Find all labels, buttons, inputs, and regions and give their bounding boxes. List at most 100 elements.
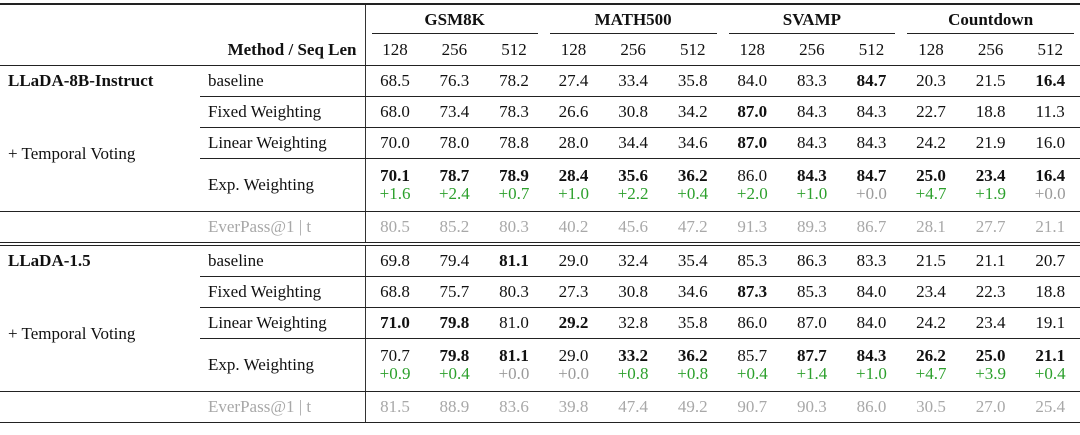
value-cell: 28.0 [543,127,604,159]
value: 80.3 [499,282,529,301]
value-cell: 83.3 [782,65,842,97]
delta: +0.4 [1034,364,1066,383]
value-cell: 29.0 [543,244,604,277]
value-cell: 78.8 [484,127,544,159]
value-cell: 19.1 [1020,307,1080,339]
group-header: GSM8K [364,3,544,35]
value-cell: 70.7 +0.9 [364,338,425,392]
value-cell: 84.3 +1.0 [782,158,842,212]
group-label: + Temporal Voting [0,276,200,392]
empty-cell [200,3,365,35]
value-cell: 22.7 [901,96,961,128]
value: 78.2 [499,71,529,90]
value: 25.0 [916,166,946,185]
method-name: baseline [200,65,365,97]
value: 26.2 [916,346,946,365]
value-cell: 80.3 [484,276,544,308]
empty-cell [0,391,200,423]
value-cell: 76.3 [424,65,485,97]
value: 16.0 [1035,133,1066,152]
value: 35.6 [618,166,648,185]
delta: +1.6 [379,184,411,203]
value-cell: 27.4 [543,65,604,97]
value-cell: 79.4 [424,244,485,277]
value: 24.2 [916,313,946,332]
value: 70.0 [380,133,410,152]
value: 83.3 [796,71,827,90]
method-row: LLaDA-8B-Instruct baseline 68.5 76.3 78.2 27.… [0,65,1080,97]
value: 21.9 [975,133,1006,152]
seq-len: 256 [424,35,485,66]
delta: +0.0 [498,364,530,383]
value: 84.0 [737,71,768,90]
everpass-value: 90.3 [782,391,842,423]
value: 33.2 [618,346,648,365]
value-cell: 87.0 [722,127,783,159]
value-cell: 71.0 [364,307,425,339]
value-cell: 36.2 +0.4 [662,158,723,212]
value-cell: 24.2 [901,307,961,339]
everpass-row: EverPass@1 | t 80.5 85.2 80.3 40.2 45.6 47.2 91… [0,211,1080,246]
delta: +0.8 [617,364,649,383]
value-cell: 78.3 [484,96,544,128]
value: 34.6 [677,133,708,152]
delta: +4.7 [915,184,947,203]
value: 35.4 [677,251,708,270]
value: 36.2 [677,346,708,365]
value-cell: 78.9 +0.7 [484,158,544,212]
value-cell: 21.9 [960,127,1021,159]
value-cell: 79.8 +0.4 [424,338,485,392]
value-cell: 86.0 +2.0 [722,158,783,212]
value-cell: 70.1 +1.6 [364,158,425,212]
value: 16.4 [1035,166,1066,185]
value: 32.4 [618,251,648,270]
everpass-value: 27.0 [960,391,1021,423]
everpass-value: 91.3 [722,211,783,246]
value: 11.3 [1035,102,1065,121]
value: 73.4 [439,102,470,121]
value-cell: 20.3 [901,65,961,97]
value: 70.7 [380,346,410,365]
value-cell: 33.4 [603,65,663,97]
value-cell: 73.4 [424,96,485,128]
value-cell: 84.3 [782,127,842,159]
seq-len: 128 [543,35,604,66]
value: 70.1 [380,166,410,185]
value-cell: 18.8 [960,96,1021,128]
value: 20.3 [916,71,946,90]
value-cell: 85.3 [722,244,783,277]
value: 24.2 [916,133,946,152]
everpass-value: 86.0 [841,391,902,423]
value: 26.6 [558,102,589,121]
group-name: Countdown [907,7,1075,34]
value: 84.7 [856,166,887,185]
value: 78.3 [499,102,529,121]
value-cell: 22.3 [960,276,1021,308]
delta: +1.4 [796,364,828,383]
value: 18.8 [975,102,1006,121]
everpass-label: EverPass@1 | t [200,211,365,246]
delta: +0.0 [558,364,589,383]
value: 22.7 [916,102,946,121]
empty-cell [0,3,200,35]
value: 33.4 [618,71,648,90]
everpass-row: EverPass@1 | t 81.5 88.9 83.6 39.8 47.4 49.2 90… [0,391,1080,423]
value: 28.0 [558,133,589,152]
value-cell: 30.8 [603,276,663,308]
everpass-value: 40.2 [543,211,604,246]
group-header: MATH500 [543,3,723,35]
value-cell: 78.7 +2.4 [424,158,485,212]
seq-len: 512 [841,35,902,66]
value: 87.7 [796,346,827,365]
value: 81.0 [499,313,529,332]
value-cell: 25.0 +4.7 [901,158,961,212]
everpass-value: 90.7 [722,391,783,423]
everpass-value: 49.2 [662,391,723,423]
value-cell: 32.8 [603,307,663,339]
delta: +2.4 [438,184,470,203]
value: 79.4 [439,251,470,270]
value: 78.0 [439,133,470,152]
method-row: Exp. Weighting 70.7 +0.9 79.8 +0.4 81.1 +0.0 29… [0,338,1080,392]
value: 21.1 [975,251,1006,270]
value: 84.0 [856,282,887,301]
